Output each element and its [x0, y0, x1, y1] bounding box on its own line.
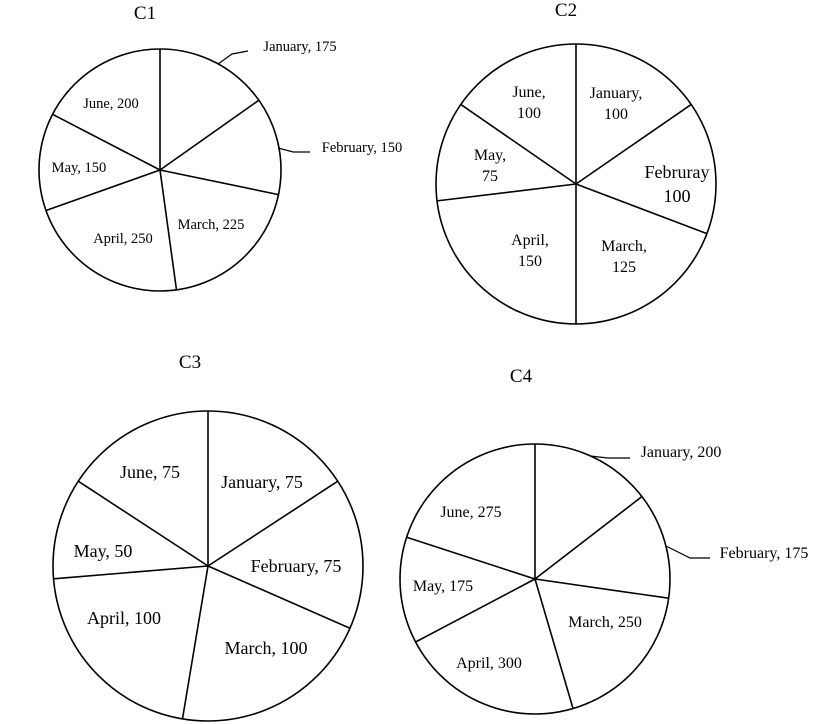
slice-label-february: February, 150 [322, 140, 402, 156]
slice-divider-june [52, 113, 161, 171]
leader-line-february [665, 545, 710, 559]
leader-line-january [589, 455, 630, 459]
slice-divider-february [159, 99, 260, 171]
slice-divider-april [181, 565, 209, 720]
slice-divider-april [159, 169, 178, 290]
slice-divider-march [207, 565, 351, 629]
slice-label-january: January, 75 [221, 472, 303, 492]
slice-label-june: June, 200 [83, 96, 139, 112]
slice-label-january: January, 200 [641, 444, 722, 461]
slice-label-march: March, 225 [178, 217, 245, 233]
slice-label-march: March, 250 [568, 614, 642, 631]
leader-line-january [217, 50, 249, 65]
chart-title: C3 [179, 352, 201, 373]
slice-label-may: May, 50 [74, 541, 133, 561]
slice-divider-february [207, 480, 339, 567]
slice-label-april: April, 300 [456, 655, 522, 672]
slice-divider-may [436, 183, 577, 202]
slice-label-february: February, 175 [720, 545, 809, 562]
slice-divider-may [53, 565, 209, 580]
slice-label-may: May, 175 [413, 578, 473, 595]
pie-chart-c3: C3 January, 75 February, 75 March, 100 April… [52, 352, 364, 722]
slice-divider-april [534, 578, 574, 709]
slice-label-february: February, 75 [251, 556, 342, 576]
pie-chart-c1: C1 January, 175 February, 150 March, 225 Apr… [38, 3, 402, 292]
leader-line-february [277, 147, 310, 153]
chart-title: C4 [510, 366, 533, 387]
chart-title: C1 [134, 3, 156, 24]
slice-label-january: January, 175 [263, 39, 336, 55]
pie-chart-c2: C2 January, 100 Februray 100 March, 125 April, 1… [435, 0, 717, 325]
slice-divider-may [45, 169, 161, 212]
slice-label-march: March, 125 [601, 238, 647, 276]
slice-label-may: May, 150 [52, 160, 107, 176]
slice-divider-may [415, 578, 536, 643]
slice-label-june: June, 275 [440, 504, 501, 521]
slice-label-april: April, 100 [87, 608, 161, 628]
slice-divider-june [460, 103, 577, 185]
pie-chart-c4: C4 January, 200 February, 175 March, 250 Apr… [399, 366, 809, 715]
slice-divider-februray [575, 103, 692, 185]
slice-divider-february [534, 495, 643, 580]
slice-divider-march [159, 169, 279, 196]
slice-divider-june [77, 480, 209, 567]
chart-title: C2 [555, 0, 577, 21]
slice-label-june: June, 100 [512, 84, 545, 122]
slice-divider-june [406, 536, 536, 580]
slice-label-februray: Februray 100 [645, 162, 710, 206]
slice-label-june: June, 75 [120, 462, 180, 482]
slice-label-march: March, 100 [225, 638, 308, 658]
slice-label-april: April, 150 [511, 232, 549, 270]
slice-label-april: April, 250 [93, 231, 153, 247]
slice-divider-march [534, 578, 669, 600]
slice-label-january: January, 100 [590, 85, 643, 123]
slice-label-may: May, 75 [474, 147, 506, 185]
slice-divider-march [575, 183, 708, 235]
